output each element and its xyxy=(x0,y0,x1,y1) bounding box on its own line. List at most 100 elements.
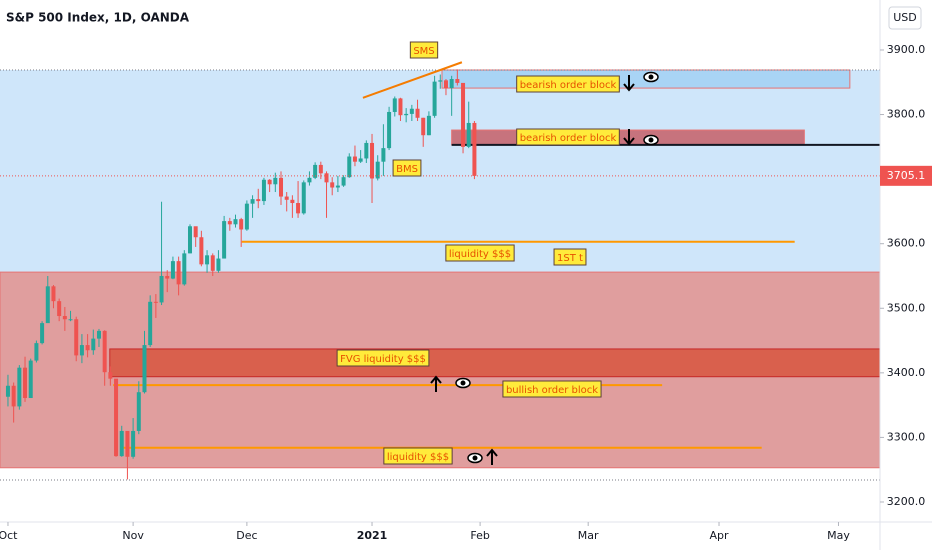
candle-body xyxy=(176,261,181,285)
chart-title: S&P 500 Index, 1D, OANDA xyxy=(6,11,190,25)
y-tick-label: 3500.0 xyxy=(887,301,926,314)
candle-body xyxy=(358,158,363,162)
candle-body xyxy=(443,80,448,89)
drawn-line xyxy=(362,61,463,99)
y-tick-label: 3800.0 xyxy=(887,108,926,121)
arrow-up xyxy=(486,448,498,465)
candle-body xyxy=(370,142,375,179)
annotation-box xyxy=(516,75,620,93)
annotations: SMS bearish order block bearish order bloc… xyxy=(336,41,620,465)
candle-body xyxy=(23,367,28,399)
annotation-box xyxy=(336,349,430,367)
candle-body xyxy=(159,275,164,303)
last-price-label: 3705.1 xyxy=(887,169,926,182)
candle-body xyxy=(40,323,45,344)
eye xyxy=(643,134,659,146)
candle-body xyxy=(313,164,318,178)
candle-body xyxy=(199,237,204,265)
icons xyxy=(430,71,659,465)
annotation: bullish order block xyxy=(506,385,598,396)
x-tick-label: Nov xyxy=(122,529,144,542)
x-tick-label: Dec xyxy=(236,529,257,542)
candle-body xyxy=(364,142,369,159)
candle-body xyxy=(381,148,386,162)
annotation: bearish order block xyxy=(520,133,617,144)
candle-body xyxy=(250,199,255,204)
candle-body xyxy=(324,173,329,183)
x-tick-label: 2021 xyxy=(357,529,388,542)
candle-body xyxy=(472,122,477,176)
candle-body xyxy=(352,156,357,162)
candle-body xyxy=(91,338,96,351)
candle-body xyxy=(193,226,198,238)
candle-body xyxy=(131,430,136,457)
candle-body xyxy=(421,117,426,136)
candle-body xyxy=(28,360,33,399)
candle-body xyxy=(261,179,266,202)
candle-body xyxy=(335,185,340,188)
annotation: 1ST t xyxy=(557,253,583,264)
candle-body xyxy=(68,319,73,321)
eye xyxy=(643,71,659,83)
annotation-box xyxy=(383,447,453,465)
candle-body xyxy=(182,253,187,285)
candle-body xyxy=(170,261,175,279)
currency-box[interactable] xyxy=(888,6,922,30)
candle-body xyxy=(216,258,221,271)
candle-body xyxy=(222,221,227,259)
candle-body xyxy=(466,122,471,147)
candle-body xyxy=(387,111,392,149)
annotation-box xyxy=(516,128,620,146)
candle-body xyxy=(136,392,141,431)
candle-body xyxy=(239,219,244,230)
candle-body xyxy=(461,82,466,147)
candle-body xyxy=(347,156,352,178)
last-price-box xyxy=(880,165,932,186)
candle-body xyxy=(307,177,312,183)
candle-body xyxy=(148,301,153,346)
candle-body xyxy=(284,196,289,200)
candle-body xyxy=(210,255,215,271)
candle-body xyxy=(409,108,414,114)
candle-body xyxy=(318,164,323,174)
annotation-box xyxy=(445,244,515,262)
candle-body xyxy=(79,345,84,356)
candle-body xyxy=(108,372,113,379)
x-tick-label: Feb xyxy=(470,529,489,542)
x-tick-label: May xyxy=(827,529,850,542)
candle-body xyxy=(244,203,249,230)
candle-body xyxy=(102,330,107,373)
candle-body xyxy=(296,203,301,214)
candle-body xyxy=(432,81,437,116)
candle-body xyxy=(11,385,16,407)
annotation: liquidity $$$ xyxy=(387,452,449,463)
y-tick-label: 3600.0 xyxy=(887,237,926,250)
annotation: bearish order block xyxy=(520,80,617,91)
candle-body xyxy=(114,378,119,457)
y-tick-label: 3900.0 xyxy=(887,43,926,56)
candle-body xyxy=(449,79,454,89)
candle-body xyxy=(227,221,232,225)
candle-body xyxy=(279,177,284,197)
candle-body xyxy=(125,430,130,457)
candle-body xyxy=(375,161,380,179)
candle-body xyxy=(398,98,403,116)
candle-body xyxy=(341,177,346,186)
candle-body xyxy=(415,108,420,118)
candle-body xyxy=(290,199,295,204)
x-tick-label: Mar xyxy=(578,529,599,542)
candle-body xyxy=(96,330,101,339)
annotation-box xyxy=(392,159,422,177)
candle-body xyxy=(5,385,10,397)
eye xyxy=(467,452,483,464)
zone xyxy=(109,348,881,378)
candle-body xyxy=(404,113,409,116)
candle-body xyxy=(233,219,238,225)
annotation-box xyxy=(553,248,587,266)
candle-body xyxy=(119,430,124,457)
candle-body xyxy=(85,345,90,351)
candle-body xyxy=(438,80,443,82)
annotation: liquidity $$$ xyxy=(449,249,511,260)
candle-body xyxy=(165,275,170,279)
